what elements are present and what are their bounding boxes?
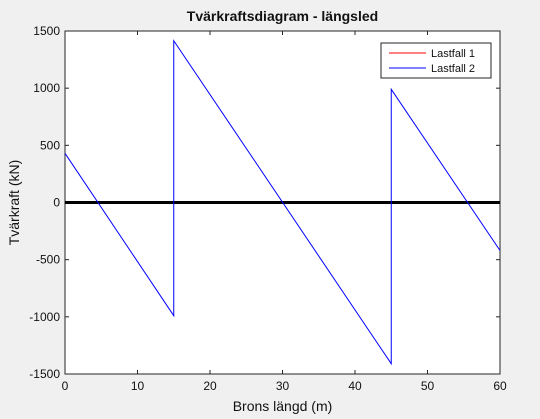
x-tick-label: 50 bbox=[421, 379, 435, 393]
y-tick-label: 1000 bbox=[33, 81, 60, 95]
y-tick-label: 500 bbox=[40, 138, 60, 152]
x-axis-label: Brons längd (m) bbox=[233, 398, 333, 414]
y-axis-label: Tvärkraft (kN) bbox=[6, 160, 22, 246]
x-tick-label: 40 bbox=[348, 379, 362, 393]
legend-box bbox=[380, 42, 492, 79]
y-tick-label: -500 bbox=[36, 253, 60, 267]
chart-title: Tvärkraftsdiagram - längsled bbox=[187, 8, 378, 24]
x-tick-label: 10 bbox=[131, 379, 145, 393]
x-tick-label: 20 bbox=[203, 379, 217, 393]
y-tick-label: -1500 bbox=[29, 367, 60, 381]
y-tick-label: 0 bbox=[53, 196, 60, 210]
x-tick-label: 0 bbox=[62, 379, 69, 393]
y-tick-label: -1000 bbox=[29, 310, 60, 324]
series-line-2 bbox=[64, 39, 501, 366]
axis-ticks: 0 10 20 30 40 50 60 -1500 -1000 -500 0 500 1000 1500 bbox=[29, 24, 507, 393]
legend-label: Lastfall 1 bbox=[431, 48, 475, 60]
series-lines bbox=[64, 39, 501, 366]
legend-label: Lastfall 2 bbox=[431, 63, 475, 75]
x-tick-label: 60 bbox=[493, 379, 507, 393]
legend: Lastfall 1 Lastfall 2 bbox=[380, 42, 492, 79]
y-tick-label: 1500 bbox=[33, 24, 60, 38]
x-tick-label: 30 bbox=[276, 379, 290, 393]
